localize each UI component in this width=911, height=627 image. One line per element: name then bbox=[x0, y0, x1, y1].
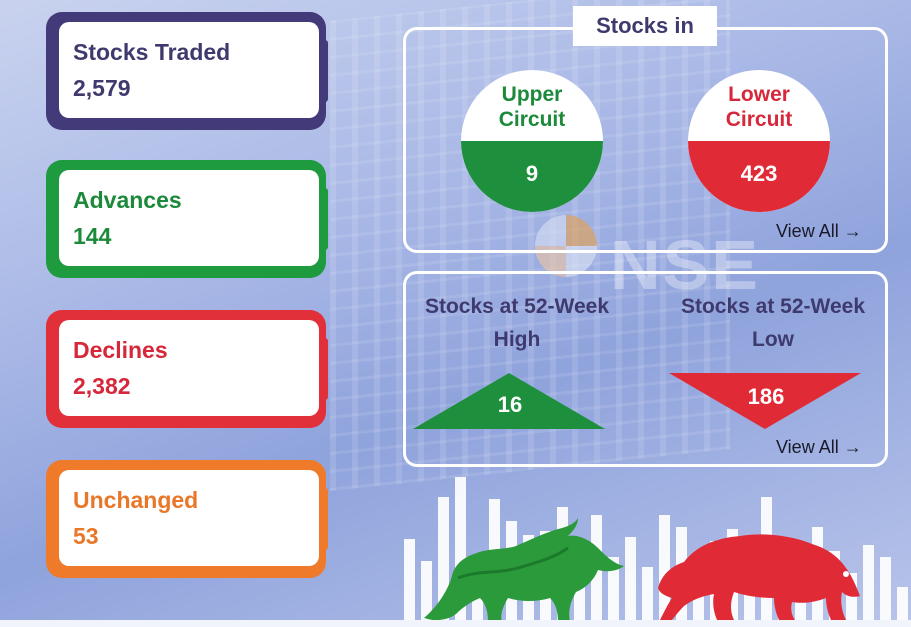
week52-low-label-line1: Stocks at 52-Week bbox=[680, 295, 866, 318]
upper-circuit-circle[interactable]: Upper Circuit 9 bbox=[461, 70, 603, 212]
circuit-view-all-link[interactable]: View All → bbox=[776, 221, 862, 241]
declines-label: Declines bbox=[73, 337, 168, 363]
decorative-bar bbox=[608, 557, 619, 627]
lower-circuit-label-line1: Lower bbox=[728, 83, 790, 106]
week52-low-value: 186 bbox=[747, 384, 785, 409]
unchanged-value: 53 bbox=[73, 523, 99, 549]
decorative-bar bbox=[863, 545, 874, 627]
declines-value: 2,382 bbox=[73, 373, 131, 399]
unchanged-card: Unchanged 53 bbox=[46, 460, 328, 578]
circuit-panel-title: Stocks in bbox=[573, 6, 717, 46]
decorative-bar bbox=[625, 537, 636, 627]
lower-circuit-circle[interactable]: Lower Circuit 423 bbox=[688, 70, 830, 212]
decorative-bar bbox=[897, 587, 908, 627]
bottom-strip bbox=[0, 620, 911, 627]
stocks-traded-value: 2,579 bbox=[73, 75, 131, 101]
decorative-bar bbox=[421, 561, 432, 627]
bull-icon bbox=[424, 518, 624, 622]
week52-panel bbox=[403, 271, 888, 467]
card-tab bbox=[320, 188, 328, 250]
stocks-traded-label: Stocks Traded bbox=[73, 39, 231, 65]
upper-circuit-label-line2: Circuit bbox=[498, 108, 566, 131]
decorative-bar bbox=[438, 497, 449, 627]
week52-low-label: Stocks at 52-Week Low bbox=[668, 290, 878, 356]
unchanged-label: Unchanged bbox=[73, 487, 199, 513]
week52-view-all-link[interactable]: View All → bbox=[776, 437, 862, 457]
week52-high-value: 16 bbox=[497, 392, 523, 417]
advances-label: Advances bbox=[73, 187, 182, 213]
advances-card: Advances 144 bbox=[46, 160, 328, 278]
card-tab bbox=[320, 488, 328, 550]
decorative-bar bbox=[404, 539, 415, 627]
nse-background-text: NSE bbox=[610, 226, 760, 304]
decorative-bar bbox=[642, 567, 653, 627]
week52-high-label-line1: Stocks at 52-Week bbox=[424, 295, 610, 318]
week52-high-label: Stocks at 52-Week High bbox=[412, 290, 622, 356]
stocks-traded-card: Stocks Traded 2,579 bbox=[46, 12, 328, 130]
decorative-bar bbox=[693, 577, 704, 627]
nse-logo-icon bbox=[535, 215, 597, 277]
bear-icon bbox=[658, 534, 860, 622]
decorative-bar bbox=[659, 515, 670, 627]
decorative-bar bbox=[846, 573, 857, 627]
advances-value: 144 bbox=[73, 223, 112, 249]
upper-circuit-label-line1: Upper bbox=[501, 83, 563, 106]
week52-low-label-line2: Low bbox=[752, 328, 794, 351]
declines-card: Declines 2,382 bbox=[46, 310, 328, 428]
decorative-bar bbox=[880, 557, 891, 627]
card-tab bbox=[320, 40, 328, 102]
lower-circuit-label-line2: Circuit bbox=[725, 108, 793, 131]
week52-high-label-line2: High bbox=[493, 328, 541, 351]
card-tab bbox=[320, 338, 328, 400]
decorative-bar bbox=[455, 477, 466, 627]
